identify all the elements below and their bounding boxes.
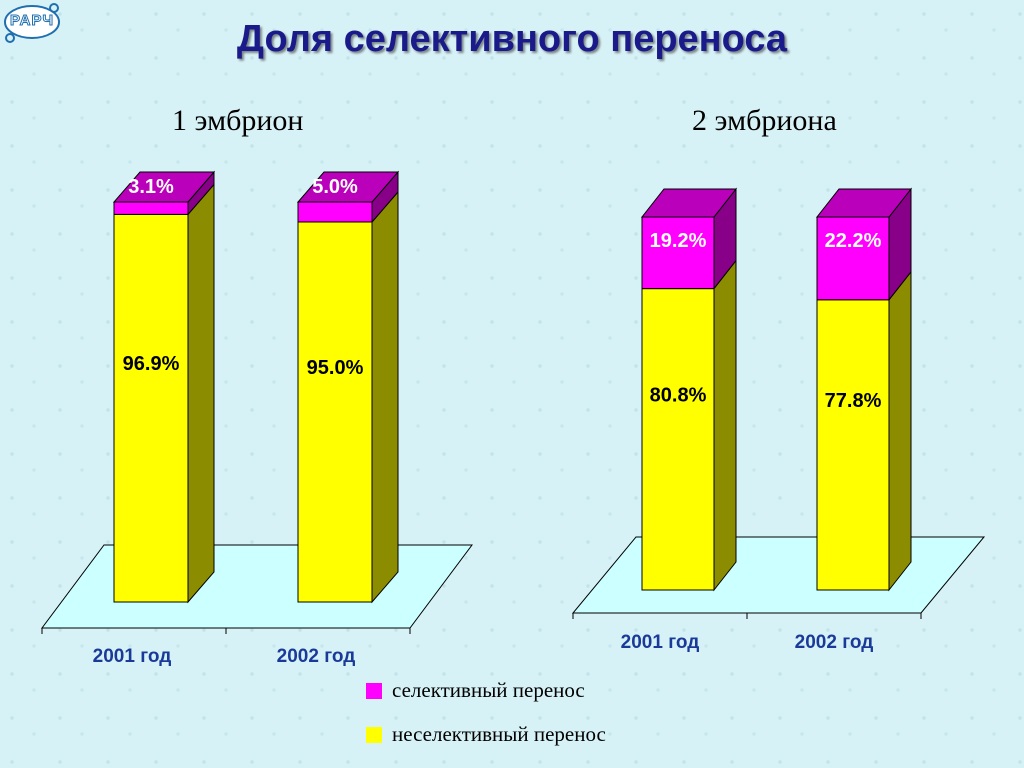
chart-1-bar-2-nonselective-side (371, 190, 399, 604)
chart-2-floor (571, 536, 986, 614)
legend-swatch-selective (366, 682, 382, 699)
chart-1-bar-1-nonselective (113, 213, 189, 603)
legend-item-nonselective: неселективный перенос (366, 722, 606, 747)
logo: РАРЧ (2, 2, 62, 46)
chart-2-bar-2-nonselective-side (888, 270, 912, 592)
chart-2-bar-1-nonselective-label: 80.8% (650, 384, 707, 406)
chart-2-bar-1-selective-label: 19.2% (650, 230, 707, 252)
chart-1-bar-1-nonselective-label: 96.9% (123, 353, 180, 375)
legend-label-nonselective: неселективный перенос (392, 722, 606, 746)
chart-1-category-label-2: 2002 год (277, 646, 356, 667)
chart-1-category-label-1: 2001 год (93, 646, 172, 667)
chart-2-bar-2-top (815, 188, 913, 218)
legend-swatch-nonselective (366, 726, 382, 743)
chart-1-bar-2-nonselective-label: 95.0% (307, 357, 364, 379)
chart-1-bar-1-top (112, 171, 216, 203)
page-title: Доля селективного переноса (236, 18, 788, 60)
chart-1-bar-2-top (296, 171, 400, 203)
chart-1-bar-2-selective (297, 201, 373, 223)
legend-item-selective: селективный перенос (366, 678, 585, 703)
chart-1-floor (41, 544, 473, 629)
logo-icon (4, 3, 60, 43)
chart-2-title: 2 эмбриона (692, 104, 837, 137)
chart-1-bar-1-selective (113, 201, 189, 215)
chart-2-bar-1-nonselective-side (713, 259, 737, 592)
chart-1-bar-1-selective-label: 3.1% (128, 176, 174, 198)
chart-1-title: 1 эмбрион (172, 104, 304, 137)
chart-2-category-label-1: 2001 год (621, 632, 700, 653)
chart-2-bar-2-selective-label: 22.2% (825, 230, 882, 252)
legend-label-selective: селективный перенос (392, 678, 585, 702)
chart-2-bar-2-nonselective-label: 77.8% (825, 390, 882, 412)
chart-2-category-label-2: 2002 год (795, 632, 874, 653)
chart-2-bar-1-selective (641, 216, 715, 290)
chart-2-bar-2-nonselective (816, 299, 890, 591)
chart-2-bar-1-nonselective (641, 288, 715, 591)
chart-2-bar-2-selective (816, 216, 890, 301)
logo-text: РАРЧ (9, 12, 55, 30)
chart-1-bar-2-selective-label: 5.0% (312, 176, 358, 198)
chart-2-bar-1-top (640, 188, 738, 218)
chart-1-bar-1-nonselective-side (187, 183, 215, 604)
chart-1-bar-2-nonselective (297, 221, 373, 603)
